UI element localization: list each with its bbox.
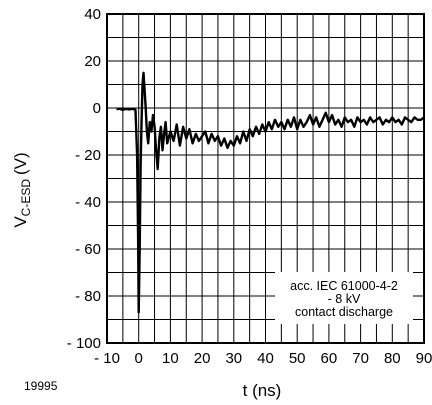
annotation-line-2: - 8 kV bbox=[328, 292, 361, 306]
x-axis-label: t (ns) bbox=[243, 381, 282, 400]
y-tick-label: 40 bbox=[84, 6, 101, 23]
plot-frame bbox=[106, 13, 425, 344]
y-tick-label: - 80 bbox=[75, 288, 101, 305]
y-tick-label: - 20 bbox=[75, 147, 101, 164]
figure-id: 19995 bbox=[24, 379, 58, 393]
x-tick-label: - 10 bbox=[94, 350, 120, 367]
x-tick-label: 40 bbox=[257, 350, 274, 367]
x-tick-label: 80 bbox=[384, 350, 401, 367]
y-tick-label: - 60 bbox=[75, 241, 101, 258]
y-tick-labels: - 100 - 80 - 60 - 40 - 20 0 20 40 bbox=[67, 6, 101, 352]
annotation-box bbox=[275, 272, 413, 324]
y-tick-label: 0 bbox=[93, 100, 101, 117]
x-tick-label: 70 bbox=[352, 350, 369, 367]
test-condition-annotation: acc. IEC 61000-4-2 - 8 kV contact discha… bbox=[275, 272, 413, 324]
x-tick-label: 20 bbox=[194, 350, 211, 367]
y-axis-label-unit: (V) bbox=[11, 152, 30, 175]
x-tick-label: 90 bbox=[416, 350, 432, 367]
y-tick-label: - 100 bbox=[67, 335, 101, 352]
x-tick-label: 0 bbox=[135, 350, 143, 367]
y-axis-label-subscript: C-ESD bbox=[19, 179, 33, 217]
x-tick-label: 10 bbox=[162, 350, 179, 367]
x-tick-label: 50 bbox=[289, 350, 306, 367]
x-tick-label: 60 bbox=[321, 350, 338, 367]
series-layer bbox=[116, 71, 425, 314]
x-tick-label: 30 bbox=[225, 350, 242, 367]
y-axis-label-main: V bbox=[11, 216, 30, 228]
x-tick-labels: - 10 0 10 20 30 40 50 60 70 80 90 bbox=[94, 350, 432, 367]
y-tick-label: 20 bbox=[84, 53, 101, 70]
y-axis-label: VC-ESD (V) bbox=[11, 152, 33, 227]
annotation-line-3: contact discharge bbox=[295, 305, 393, 319]
y-tick-label: - 40 bbox=[75, 194, 101, 211]
series-line bbox=[116, 71, 425, 314]
annotation-line-1: acc. IEC 61000-4-2 bbox=[290, 279, 398, 293]
